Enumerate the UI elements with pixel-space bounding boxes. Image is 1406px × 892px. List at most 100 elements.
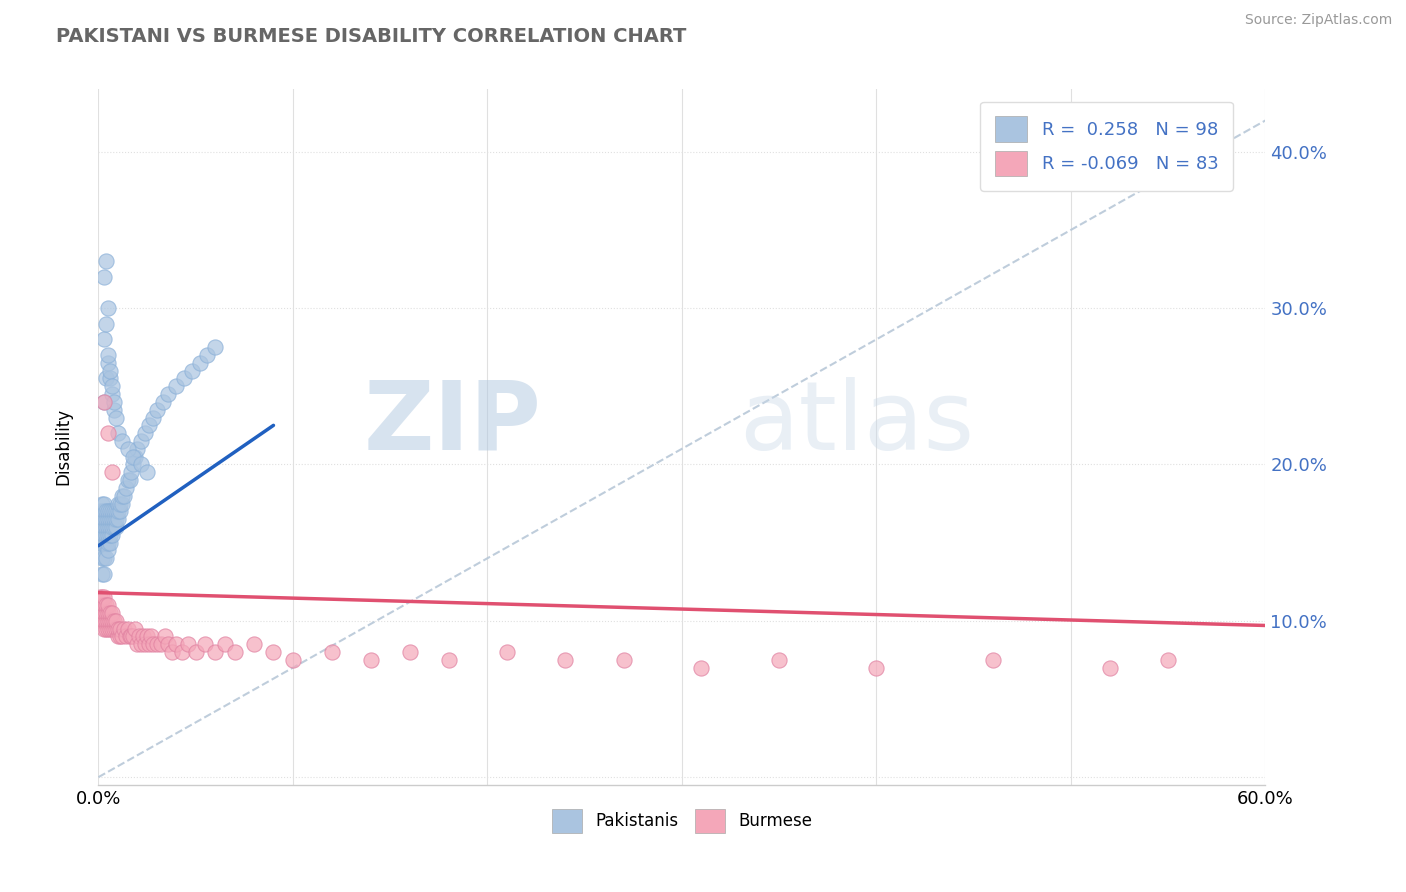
Point (93, 614, 115, 628)
Point (157, 637, 180, 651)
Point (97, 535, 120, 549)
Point (613, 653, 636, 667)
Point (91, 512, 114, 526)
Point (98, 512, 121, 526)
Point (101, 504, 124, 518)
Point (97, 426, 120, 441)
Point (107, 504, 129, 518)
Point (91, 566, 114, 581)
Point (97, 543, 120, 558)
Point (162, 645, 184, 659)
Point (107, 496, 129, 510)
Point (111, 434, 134, 448)
Point (93, 504, 115, 518)
Point (768, 653, 790, 667)
Point (101, 614, 124, 628)
Point (129, 637, 152, 651)
Point (554, 653, 576, 667)
Point (96, 528, 118, 542)
Point (360, 653, 382, 667)
Point (93, 332, 115, 346)
Point (117, 442, 139, 456)
Point (124, 450, 146, 464)
Point (108, 629, 131, 643)
Point (96, 512, 118, 526)
Point (103, 614, 125, 628)
Point (97, 348, 120, 362)
Point (101, 528, 124, 542)
Point (121, 465, 143, 479)
Point (114, 629, 136, 643)
Point (96, 598, 118, 612)
Point (142, 637, 165, 651)
Point (91, 598, 114, 612)
Point (98, 371, 121, 385)
Point (134, 426, 156, 441)
Text: Disability: Disability (55, 408, 72, 484)
Point (146, 637, 169, 651)
Point (204, 340, 226, 354)
Point (111, 489, 134, 503)
Point (117, 473, 139, 487)
Point (122, 629, 145, 643)
Point (129, 458, 152, 472)
Point (93, 606, 115, 620)
Point (128, 629, 150, 643)
Point (1098, 661, 1121, 675)
Point (139, 629, 162, 643)
Point (91, 496, 114, 510)
Point (97, 622, 120, 636)
Point (93, 591, 115, 605)
Point (89, 512, 111, 526)
Point (96, 622, 118, 636)
Point (104, 622, 127, 636)
Point (91, 614, 114, 628)
Point (91, 520, 114, 534)
Point (146, 402, 169, 417)
Point (195, 348, 218, 362)
Point (194, 637, 217, 651)
Point (89, 535, 111, 549)
Point (124, 622, 146, 636)
Point (93, 512, 115, 526)
Point (112, 622, 135, 636)
Point (101, 465, 124, 479)
Point (177, 637, 200, 651)
Point (91, 535, 114, 549)
Point (136, 465, 159, 479)
Point (96, 551, 118, 566)
Point (142, 410, 165, 425)
Point (101, 379, 124, 393)
Point (121, 629, 143, 643)
Point (96, 317, 118, 331)
Point (262, 645, 284, 659)
Point (165, 379, 187, 393)
Point (98, 606, 121, 620)
Point (165, 637, 187, 651)
Point (96, 614, 118, 628)
Point (224, 645, 246, 659)
Point (101, 512, 124, 526)
Text: Source: ZipAtlas.com: Source: ZipAtlas.com (1244, 13, 1392, 28)
Point (101, 622, 124, 636)
Point (122, 450, 145, 464)
Point (112, 489, 135, 503)
Point (93, 528, 115, 542)
Point (437, 653, 460, 667)
Point (398, 645, 420, 659)
Point (157, 387, 180, 401)
Point (97, 301, 120, 315)
Point (170, 645, 193, 659)
Point (96, 504, 118, 518)
Point (101, 520, 124, 534)
Point (93, 395, 115, 409)
Point (93, 598, 115, 612)
Point (188, 356, 211, 370)
Point (97, 504, 120, 518)
Point (98, 528, 121, 542)
Point (138, 418, 160, 433)
Point (103, 512, 125, 526)
Point (184, 645, 207, 659)
Point (136, 629, 159, 643)
Text: atlas: atlas (740, 376, 974, 470)
